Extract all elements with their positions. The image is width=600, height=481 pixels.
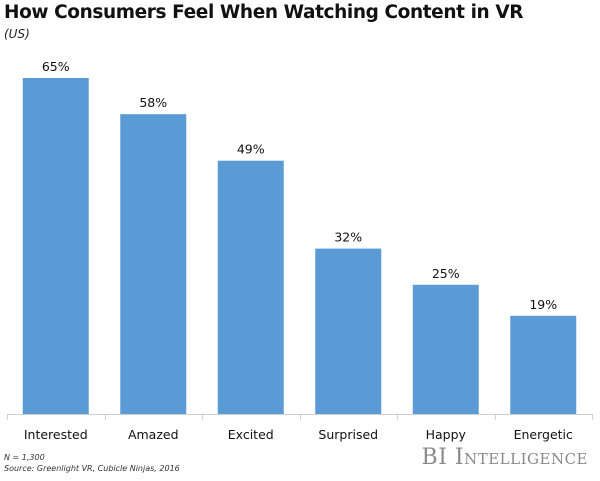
category-label: Excited <box>228 427 274 442</box>
chart-subtitle: (US) <box>4 27 30 41</box>
value-label: 49% <box>237 142 265 157</box>
category-label: Happy <box>426 427 467 442</box>
category-label: Surprised <box>318 427 378 442</box>
labels-group: 65% Interested 58% Amazed 49% Excited 32% Surpr… <box>24 59 573 442</box>
bar-interested <box>22 78 89 414</box>
category-label: Energetic <box>514 427 573 442</box>
x-axis <box>7 414 593 420</box>
bar-energetic <box>510 315 577 414</box>
chart-title: How Consumers Feel When Watching Content… <box>4 2 524 23</box>
bars-group <box>22 78 577 414</box>
source-note: Source: Greenlight VR, Cubicle Ninjas, 2… <box>4 464 180 473</box>
value-label: 65% <box>42 59 70 74</box>
value-label: 58% <box>139 95 167 110</box>
bar-surprised <box>315 248 382 414</box>
value-label: 25% <box>432 266 460 281</box>
value-label: 32% <box>334 230 362 245</box>
bar-amazed <box>120 114 187 414</box>
footnote: N = 1,300 Source: Greenlight VR, Cubicle… <box>4 452 180 474</box>
brand-logo: BI Intelligence <box>421 445 588 470</box>
bar-excited <box>217 160 284 414</box>
category-label: Interested <box>24 427 88 442</box>
value-label: 19% <box>529 297 557 312</box>
sample-size: N = 1,300 <box>4 453 45 462</box>
bar-chart: 65% Interested 58% Amazed 49% Excited 32% Surpr… <box>7 59 593 442</box>
category-label: Amazed <box>128 427 179 442</box>
bar-happy <box>412 284 479 414</box>
